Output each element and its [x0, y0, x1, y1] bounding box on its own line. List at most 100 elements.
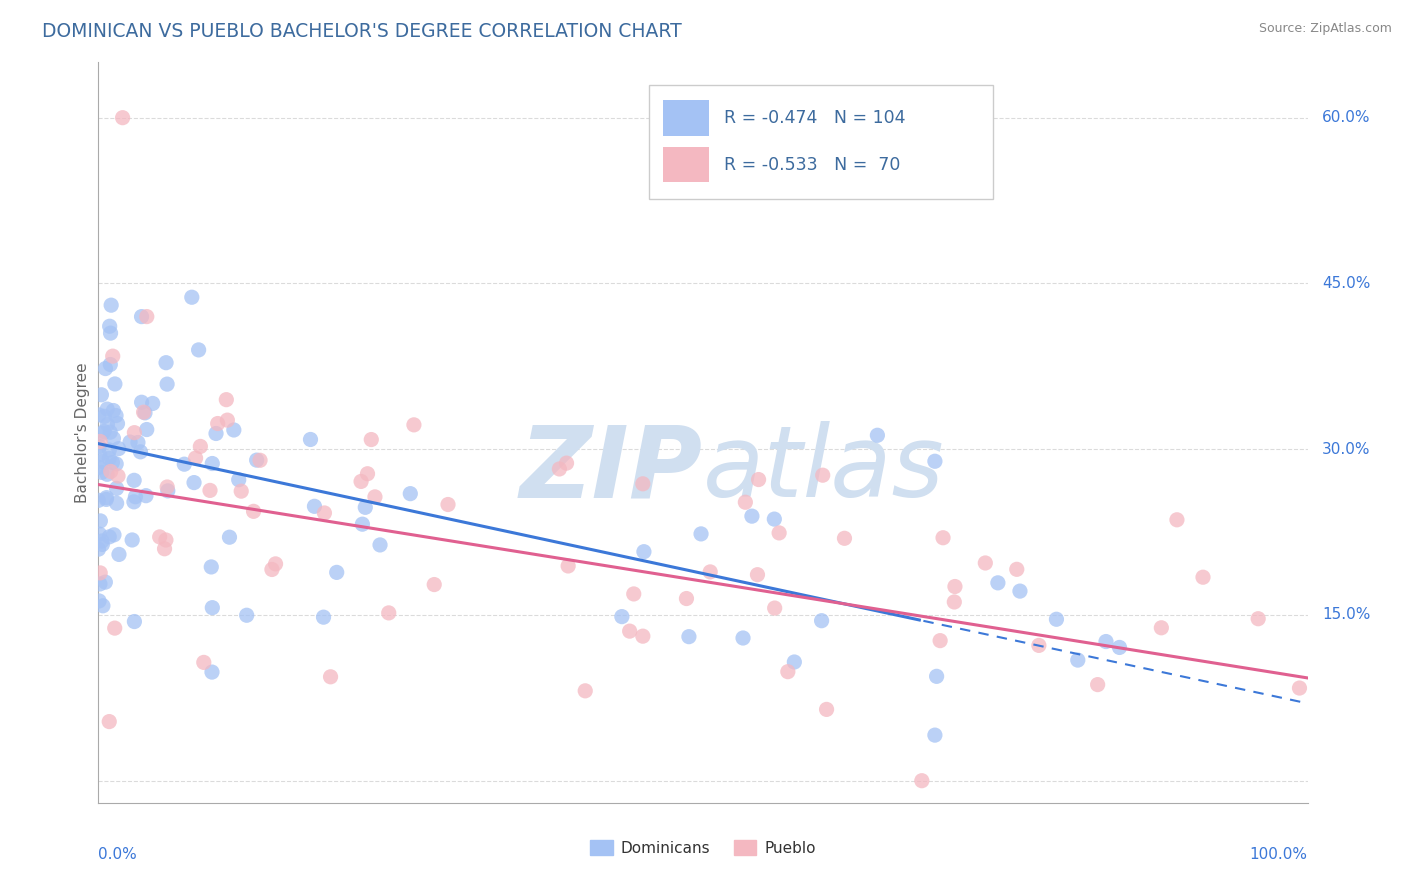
Point [1150, 621, 1173, 635]
Point [96, 491, 118, 505]
Point [1067, 653, 1090, 667]
Point [101, 455, 124, 469]
Point [776, 665, 799, 679]
Point [104, 621, 127, 635]
Point [574, 683, 596, 698]
Point [142, 396, 165, 410]
Point [89, 566, 111, 580]
Point [184, 451, 207, 466]
Point [155, 356, 177, 370]
Point [364, 490, 387, 504]
Point [1288, 681, 1310, 695]
Point [98, 442, 121, 457]
Point [105, 482, 128, 496]
Point [124, 615, 146, 629]
Text: DOMINICAN VS PUEBLO BACHELOR'S DEGREE CORRELATION CHART: DOMINICAN VS PUEBLO BACHELOR'S DEGREE CO… [42, 22, 682, 41]
Point [610, 609, 633, 624]
Point [89, 434, 111, 449]
Point [218, 530, 240, 544]
Point [911, 773, 934, 788]
Text: 15.0%: 15.0% [1322, 607, 1371, 623]
Text: ZIP: ZIP [520, 421, 703, 518]
Point [132, 405, 155, 419]
Text: R = -0.474   N = 104: R = -0.474 N = 104 [724, 109, 905, 127]
Point [91, 426, 114, 441]
Point [264, 557, 287, 571]
Point [122, 473, 145, 487]
Point [623, 587, 645, 601]
Text: 45.0%: 45.0% [1322, 276, 1371, 291]
Point [101, 349, 124, 363]
Point [87, 408, 110, 422]
Point [734, 495, 756, 509]
Point [1192, 570, 1215, 584]
Point [1095, 634, 1118, 648]
Point [924, 728, 946, 742]
Point [1045, 612, 1067, 626]
Point [91, 454, 114, 468]
Point [929, 633, 952, 648]
Text: 30.0%: 30.0% [1322, 442, 1371, 457]
Point [89, 577, 111, 591]
Point [89, 440, 111, 454]
Point [156, 480, 179, 494]
Point [1028, 639, 1050, 653]
Point [156, 483, 179, 498]
Point [124, 425, 146, 440]
Point [155, 533, 177, 547]
Point [201, 600, 224, 615]
Point [87, 460, 110, 475]
Point [350, 475, 373, 489]
Point [354, 500, 377, 515]
Point [103, 431, 125, 445]
Point [108, 548, 131, 562]
Point [153, 541, 176, 556]
Point [242, 504, 264, 518]
Point [89, 527, 111, 541]
Point [193, 656, 215, 670]
Point [943, 595, 966, 609]
Point [299, 433, 322, 447]
Point [89, 447, 111, 461]
Point [90, 466, 112, 480]
FancyBboxPatch shape [664, 100, 709, 136]
Text: R = -0.533   N =  70: R = -0.533 N = 70 [724, 155, 900, 174]
Point [304, 500, 326, 514]
Point [96, 417, 118, 432]
Point [98, 714, 121, 729]
Point [423, 577, 446, 591]
Point [91, 599, 114, 613]
Point [103, 528, 125, 542]
Point [402, 417, 425, 432]
Point [924, 454, 946, 468]
Point [201, 457, 224, 471]
Point [548, 462, 571, 476]
Text: 100.0%: 100.0% [1250, 847, 1308, 863]
Point [187, 343, 209, 357]
Point [90, 388, 112, 402]
Point [319, 670, 342, 684]
Point [105, 409, 128, 423]
Point [103, 403, 125, 417]
Point [129, 445, 152, 459]
Point [91, 533, 114, 548]
Point [135, 423, 157, 437]
Point [122, 495, 145, 509]
Point [94, 361, 117, 376]
Point [107, 442, 129, 456]
Point [93, 425, 115, 439]
Point [1166, 513, 1188, 527]
Point [741, 509, 763, 524]
Point [866, 428, 889, 442]
Point [121, 533, 143, 547]
Point [675, 591, 697, 606]
Point [107, 469, 129, 483]
Point [731, 631, 754, 645]
Point [231, 484, 253, 499]
Point [987, 575, 1010, 590]
Point [325, 566, 347, 580]
Point [96, 467, 118, 482]
Point [228, 473, 250, 487]
Point [98, 319, 121, 334]
Point [100, 298, 122, 312]
